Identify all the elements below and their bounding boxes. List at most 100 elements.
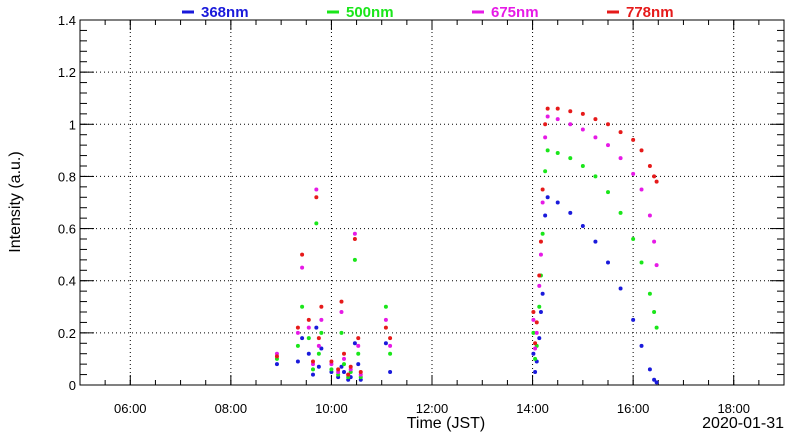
data-point	[336, 367, 341, 372]
data-point	[654, 325, 659, 330]
data-point	[306, 317, 311, 322]
data-point	[319, 304, 324, 309]
data-point	[339, 310, 344, 314]
data-point	[295, 359, 300, 364]
data-point	[342, 369, 346, 374]
data-point	[531, 351, 536, 356]
data-point	[606, 190, 610, 195]
data-point	[540, 187, 545, 192]
data-point	[647, 367, 652, 372]
data-point	[342, 356, 346, 361]
data-point	[639, 343, 644, 348]
data-point	[618, 210, 623, 215]
data-point	[631, 137, 636, 142]
data-point	[545, 148, 550, 153]
data-point	[300, 336, 305, 341]
x-tick-label: 16:00	[617, 401, 650, 416]
data-point	[352, 257, 357, 262]
legend-label: 675nm	[491, 4, 539, 21]
data-point	[388, 336, 393, 341]
data-point	[533, 341, 538, 346]
data-point	[568, 122, 573, 127]
data-point	[652, 174, 657, 179]
data-point	[580, 164, 585, 168]
data-point	[593, 174, 598, 179]
data-point	[537, 273, 542, 278]
data-point	[580, 223, 585, 228]
data-point	[631, 317, 636, 322]
data-point	[342, 362, 346, 367]
data-point	[538, 252, 543, 257]
data-point	[543, 122, 548, 127]
legend: 368nm 500nm 675nm 778nm	[182, 4, 674, 21]
data-point	[531, 310, 536, 314]
plot-frame	[79, 19, 785, 386]
data-point	[383, 317, 388, 322]
data-point	[568, 210, 573, 215]
data-points	[274, 106, 659, 385]
y-tick-label: 0.4	[58, 274, 76, 289]
legend-label: 368nm	[201, 4, 249, 21]
data-point	[352, 341, 357, 346]
data-point	[568, 109, 573, 114]
data-point	[580, 111, 585, 116]
data-point	[537, 304, 542, 309]
data-point	[306, 325, 311, 330]
data-point	[593, 239, 598, 244]
x-tick-label: 14:00	[516, 401, 549, 416]
data-point	[654, 179, 659, 184]
data-point	[639, 187, 644, 192]
series-500nm	[274, 148, 659, 380]
series-675nm	[274, 114, 659, 377]
data-point	[652, 310, 657, 314]
data-point	[310, 367, 315, 372]
data-point	[545, 106, 550, 111]
data-point	[316, 364, 321, 369]
y-tick-label: 0.6	[58, 222, 76, 237]
data-point	[533, 369, 538, 374]
data-point	[329, 367, 334, 372]
data-point	[652, 377, 657, 382]
data-point	[534, 330, 539, 335]
data-point	[388, 343, 393, 348]
x-tick-label: 10:00	[315, 401, 348, 416]
y-tick-label: 1.4	[58, 13, 76, 28]
data-point	[388, 369, 393, 374]
data-point	[647, 213, 652, 218]
data-point	[316, 336, 321, 341]
data-point	[295, 325, 300, 330]
legend-label: 500nm	[346, 4, 394, 21]
data-point	[639, 148, 644, 153]
data-point	[358, 369, 363, 374]
data-point	[606, 122, 610, 127]
data-point	[300, 265, 305, 270]
data-point	[631, 171, 636, 176]
data-point	[593, 117, 598, 122]
data-point	[314, 187, 319, 192]
data-point	[306, 351, 311, 356]
data-point	[647, 291, 652, 296]
data-point	[388, 351, 393, 356]
data-point	[555, 200, 560, 205]
x-axis-title: Time (JST)	[407, 415, 486, 432]
data-point	[593, 135, 598, 140]
data-point	[580, 127, 585, 132]
series-368nm	[274, 195, 659, 385]
data-point	[538, 239, 543, 244]
data-point	[352, 231, 357, 236]
data-point	[310, 372, 315, 377]
data-point	[300, 252, 305, 257]
data-point	[606, 260, 610, 265]
data-point	[383, 304, 388, 309]
data-point	[342, 351, 346, 356]
data-point	[531, 317, 536, 322]
data-point	[316, 343, 321, 348]
data-point	[339, 299, 344, 304]
data-point	[319, 317, 324, 322]
data-point	[540, 200, 545, 205]
y-tick-label: 1.2	[58, 65, 76, 80]
data-point	[531, 330, 536, 335]
data-point	[652, 239, 657, 244]
y-tick-label: 1	[69, 117, 76, 132]
